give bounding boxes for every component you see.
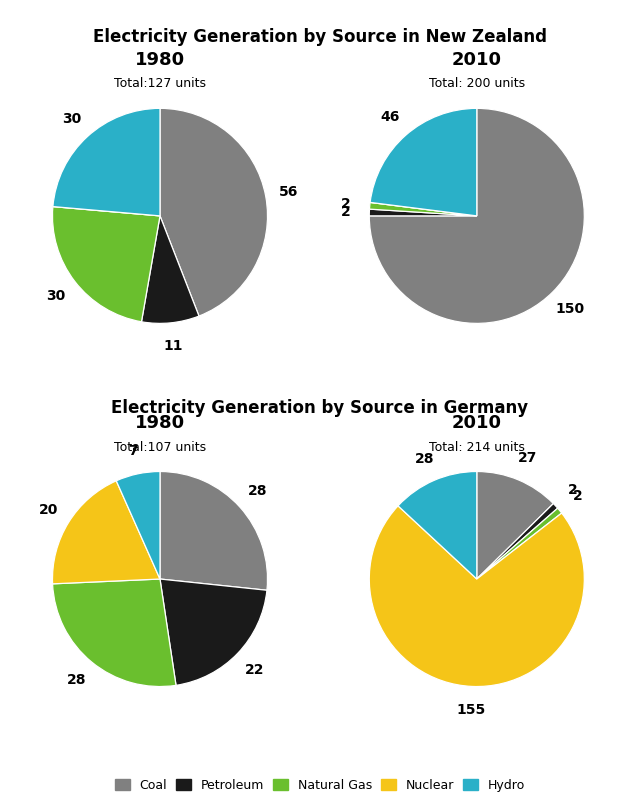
Text: 1980: 1980 bbox=[135, 414, 185, 432]
Text: Total:107 units: Total:107 units bbox=[114, 441, 206, 454]
Wedge shape bbox=[369, 108, 584, 324]
Text: 28: 28 bbox=[67, 673, 86, 688]
Text: 7: 7 bbox=[128, 444, 138, 458]
Wedge shape bbox=[52, 579, 176, 687]
Text: Total: 214 units: Total: 214 units bbox=[429, 441, 525, 454]
Text: 28: 28 bbox=[248, 484, 268, 498]
Text: 27: 27 bbox=[518, 451, 537, 465]
Text: Total: 200 units: Total: 200 units bbox=[429, 77, 525, 90]
Wedge shape bbox=[52, 481, 160, 583]
Wedge shape bbox=[53, 207, 160, 215]
Text: 46: 46 bbox=[380, 111, 400, 124]
Wedge shape bbox=[369, 506, 584, 687]
Wedge shape bbox=[370, 108, 477, 215]
Wedge shape bbox=[477, 508, 562, 579]
Text: 30: 30 bbox=[46, 289, 66, 303]
Wedge shape bbox=[398, 471, 477, 579]
Text: 2: 2 bbox=[568, 483, 578, 497]
Text: 155: 155 bbox=[456, 703, 486, 717]
Wedge shape bbox=[477, 504, 557, 579]
Text: 30: 30 bbox=[61, 112, 81, 126]
Text: 28: 28 bbox=[415, 452, 434, 466]
Text: 22: 22 bbox=[245, 663, 264, 677]
Wedge shape bbox=[116, 471, 160, 579]
Text: 2010: 2010 bbox=[452, 51, 502, 69]
Wedge shape bbox=[160, 471, 268, 590]
Text: 2010: 2010 bbox=[452, 414, 502, 432]
Text: Total:127 units: Total:127 units bbox=[114, 77, 206, 90]
Text: 56: 56 bbox=[279, 185, 299, 199]
Wedge shape bbox=[53, 108, 160, 215]
Text: Electricity Generation by Source in New Zealand: Electricity Generation by Source in New … bbox=[93, 28, 547, 46]
Wedge shape bbox=[370, 203, 477, 215]
Text: 2: 2 bbox=[573, 488, 583, 503]
Text: 150: 150 bbox=[555, 302, 584, 316]
Text: 1980: 1980 bbox=[135, 51, 185, 69]
Wedge shape bbox=[160, 579, 267, 685]
Text: 2: 2 bbox=[341, 197, 351, 211]
Wedge shape bbox=[477, 471, 554, 579]
Text: 20: 20 bbox=[39, 503, 58, 517]
Wedge shape bbox=[160, 108, 268, 316]
Wedge shape bbox=[369, 203, 477, 215]
Wedge shape bbox=[52, 207, 160, 322]
Wedge shape bbox=[141, 215, 199, 324]
Text: 11: 11 bbox=[163, 340, 182, 353]
Legend: Coal, Petroleum, Natural Gas, Nuclear, Hydro: Coal, Petroleum, Natural Gas, Nuclear, H… bbox=[109, 774, 531, 797]
Wedge shape bbox=[369, 209, 477, 215]
Text: 2: 2 bbox=[341, 205, 351, 219]
Text: Electricity Generation by Source in Germany: Electricity Generation by Source in Germ… bbox=[111, 399, 529, 417]
